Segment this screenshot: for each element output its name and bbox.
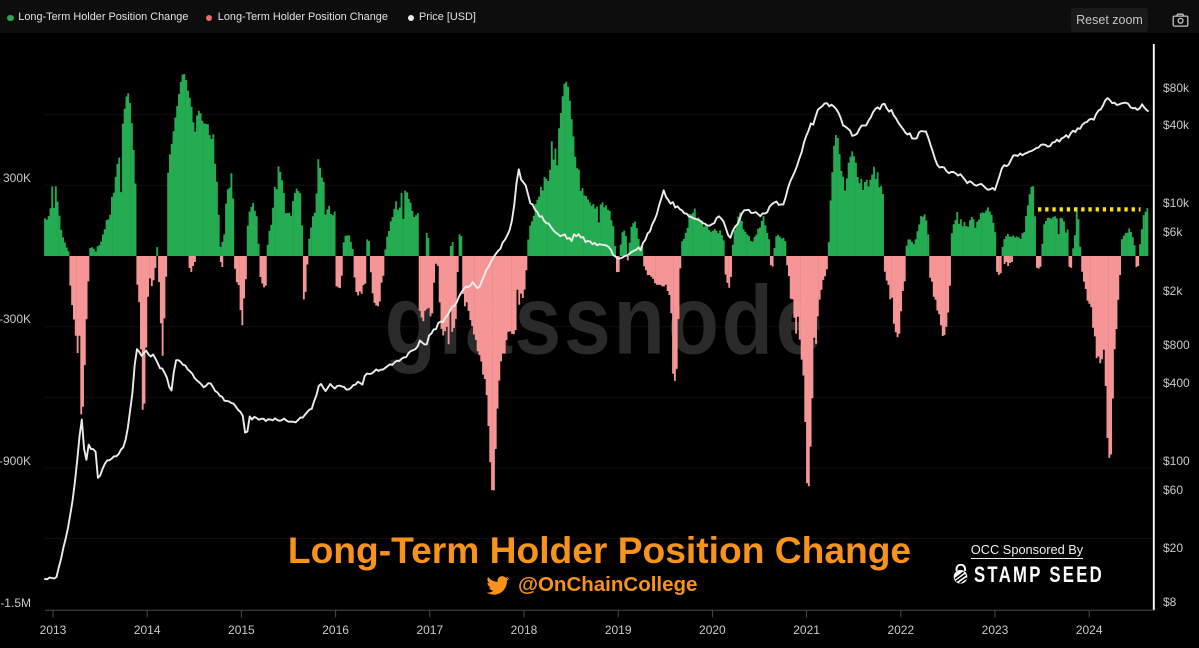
svg-text:glassnode: glassnode	[385, 267, 826, 375]
svg-text:STAMP SEED: STAMP SEED	[974, 564, 1104, 585]
